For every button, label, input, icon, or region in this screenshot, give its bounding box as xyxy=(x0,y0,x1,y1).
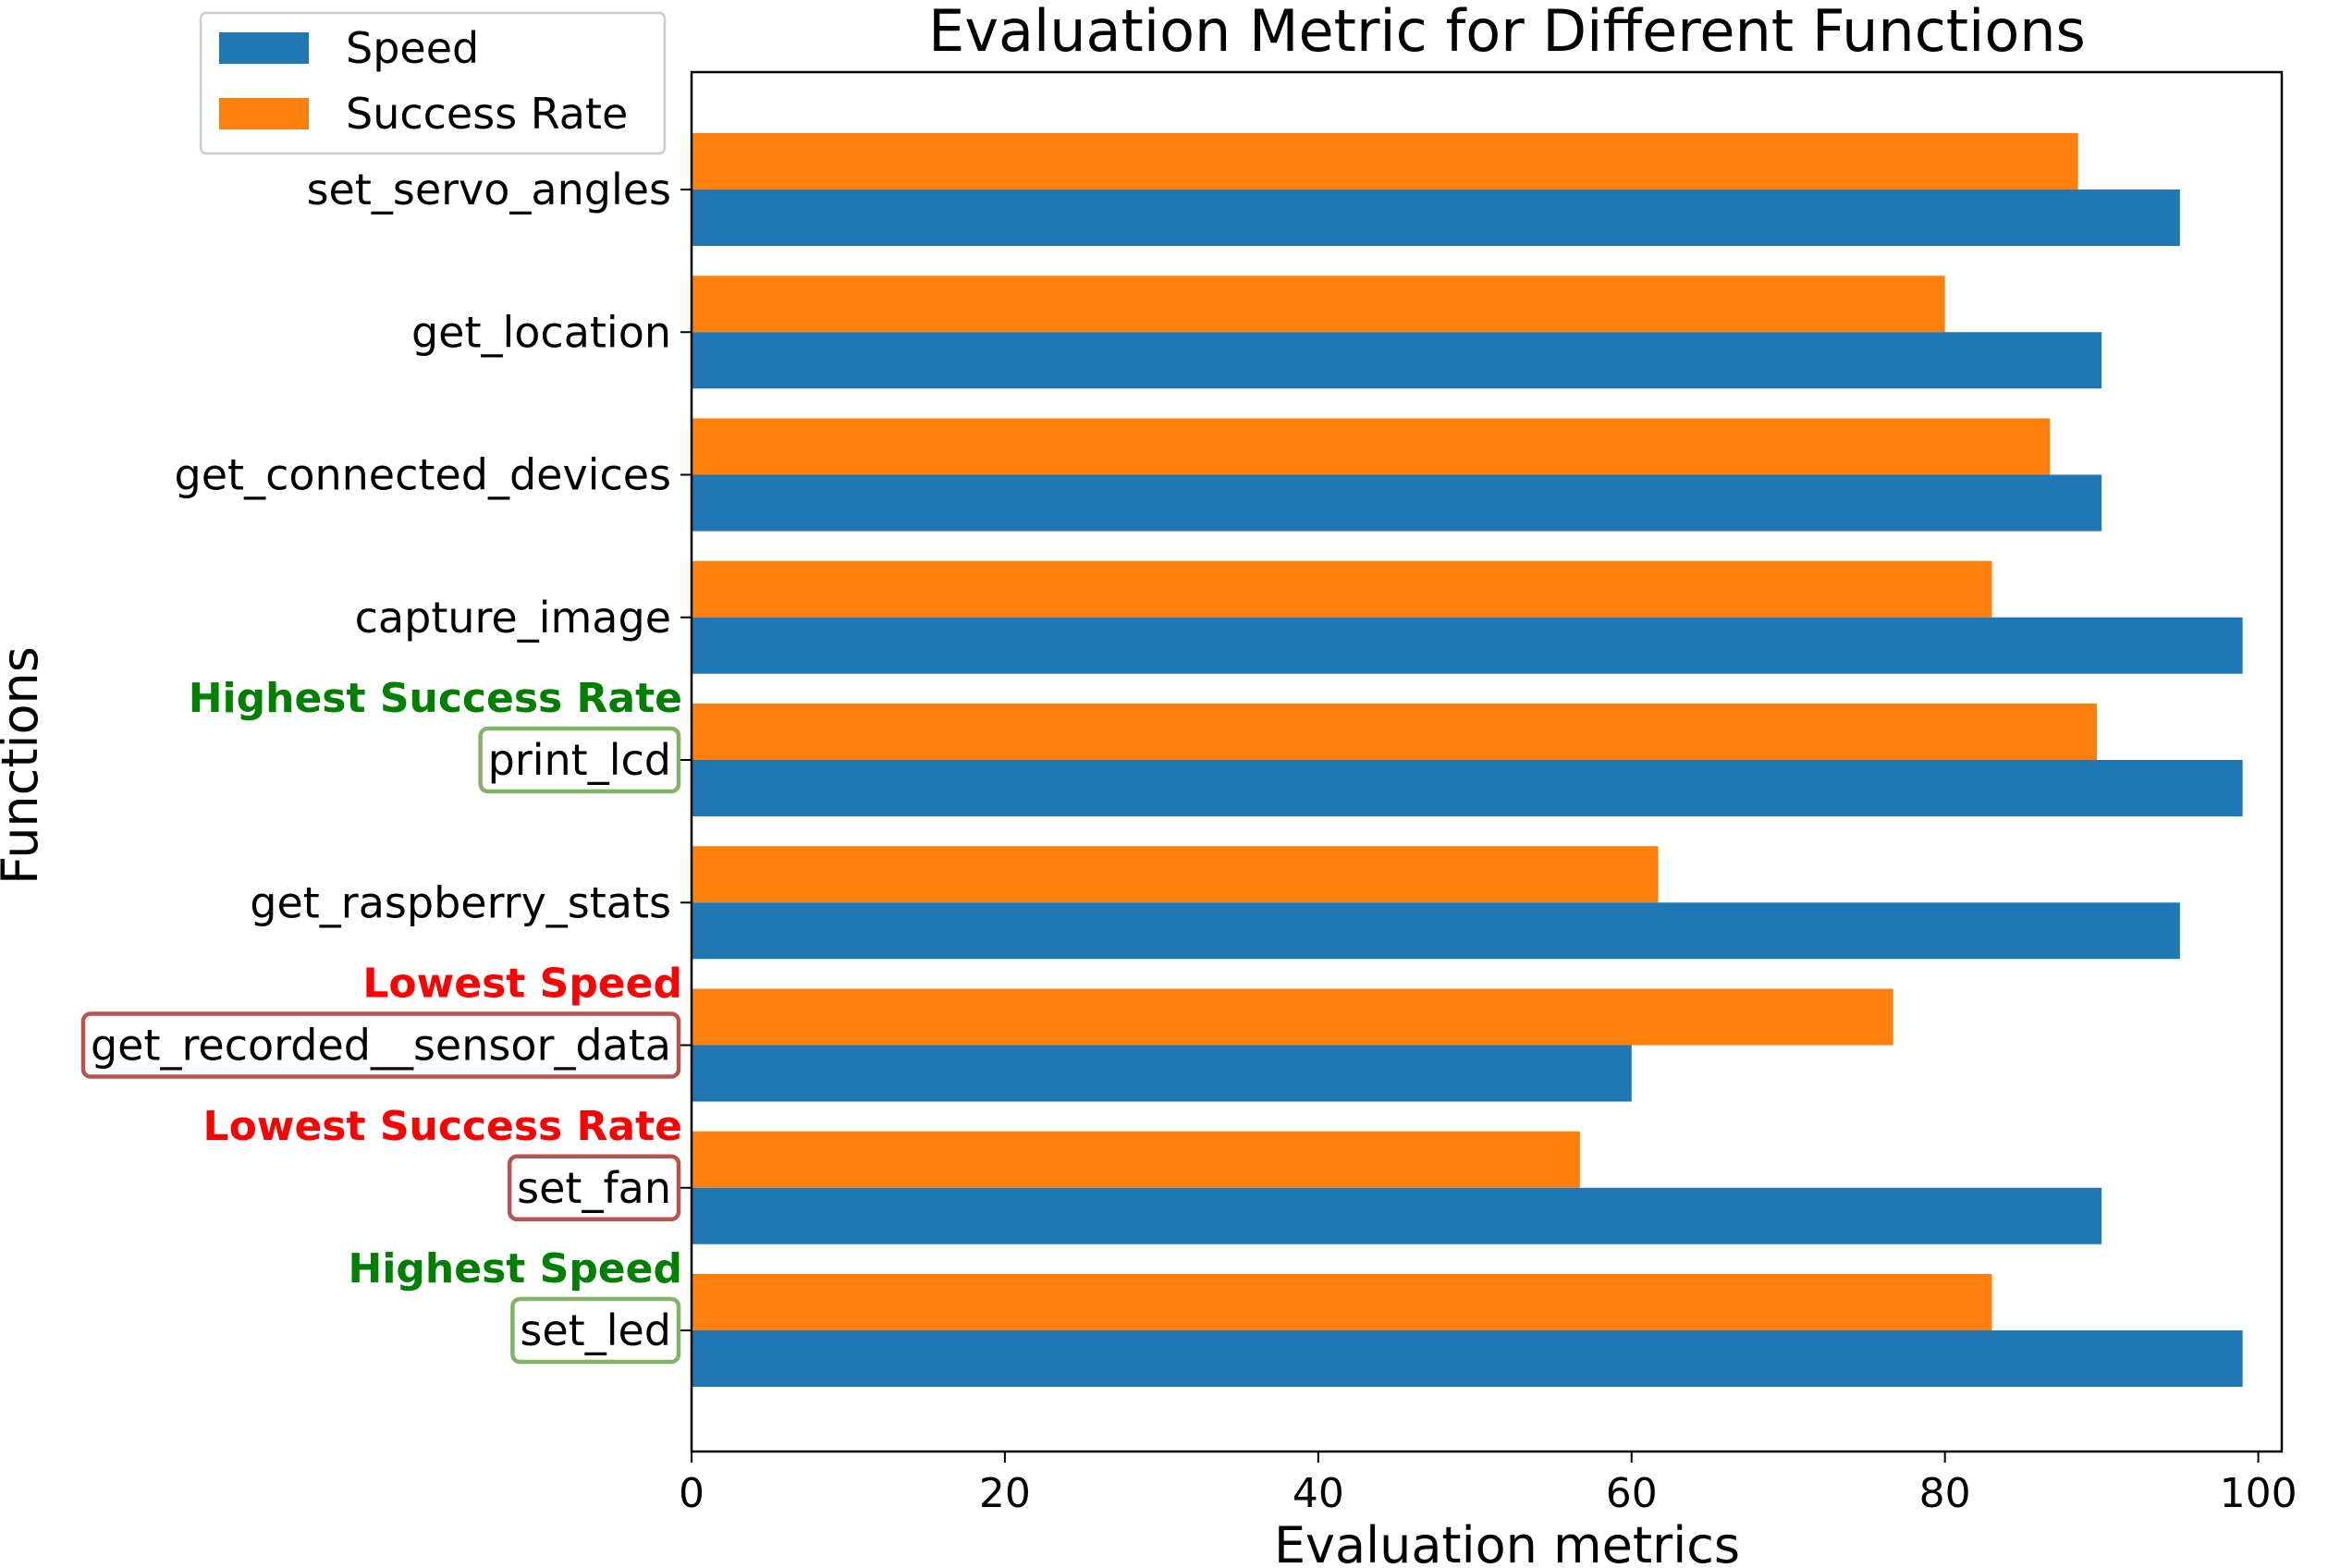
y-tick-label-capture-image: capture_image xyxy=(355,593,671,643)
bar-speed-get-recorded-sensor-data xyxy=(692,1045,1632,1102)
bar-success-rate-get-recorded-sensor-data xyxy=(692,988,1893,1046)
y-tick-label-get-connected-devices: get_connected_devices xyxy=(175,450,671,500)
y-ticks-group: set_servo_angles get_location get_connecte… xyxy=(91,165,692,1355)
legend-frame xyxy=(199,11,667,155)
y-tick-label-get-location: get_location xyxy=(411,307,671,357)
bar-speed-set-fan xyxy=(692,1187,2102,1244)
y-axis-label: Functions xyxy=(0,646,49,885)
annotation-lowest-speed: Lowest Speed xyxy=(362,961,682,1008)
annotation-highest-success-rate: Highest Success Rate xyxy=(189,675,682,722)
x-tick-label-20: 20 xyxy=(979,1470,1031,1517)
y-tick-label-get-raspberry-stats: get_raspberry_stats xyxy=(250,877,671,927)
y-tick-label-set-fan: set_fan xyxy=(517,1163,671,1213)
chart-title: Evaluation Metric for Different Function… xyxy=(928,0,2086,65)
x-axis-label: Evaluation metrics xyxy=(1274,1516,1740,1568)
legend-swatch-speed xyxy=(219,32,309,64)
legend-swatch-success-rate xyxy=(219,98,309,129)
plot-frame xyxy=(690,70,2284,1453)
x-tick-label-80: 80 xyxy=(1919,1470,1971,1517)
bar-speed-get-connected-devices xyxy=(692,474,2102,532)
x-ticks-group: 0 20 40 60 80 100 xyxy=(679,1452,2297,1517)
legend: Speed Success Rate xyxy=(199,11,667,155)
y-tick-label-print-lcd: print_lcd xyxy=(488,735,671,785)
bar-speed-capture-image xyxy=(692,617,2243,674)
y-tick-label-set-led: set_led xyxy=(520,1305,671,1355)
bar-success-rate-get-raspberry-stats xyxy=(692,846,1659,903)
bar-speed-get-location xyxy=(692,332,2102,389)
y-tick-label-set-servo-angles: set_servo_angles xyxy=(307,165,671,214)
highlight-box-get-recorded-sensor-data xyxy=(80,1011,681,1079)
x-tick-label-40: 40 xyxy=(1293,1470,1344,1517)
x-tick-label-0: 0 xyxy=(679,1470,705,1517)
bar-success-rate-get-connected-devices xyxy=(692,418,2051,475)
annotation-highest-speed: Highest Speed xyxy=(349,1245,682,1292)
legend-label-success-rate: Success Rate xyxy=(346,89,628,139)
bar-success-rate-print-lcd xyxy=(692,704,2098,760)
x-tick-label-100: 100 xyxy=(2220,1470,2297,1517)
y-tick-label-get-recorded-sensor-data: get_recorded__sensor_data xyxy=(91,1021,671,1071)
axes-group xyxy=(690,70,2284,1453)
legend-label-speed: Speed xyxy=(346,23,479,73)
bar-success-rate-set-servo-angles xyxy=(692,133,2078,190)
bar-speed-set-led xyxy=(692,1330,2243,1387)
bar-speed-get-raspberry-stats xyxy=(692,902,2180,960)
annotation-lowest-success-rate: Lowest Success Rate xyxy=(203,1103,682,1150)
bars-group xyxy=(692,133,2243,1387)
annotations-group: Highest Success Rate Lowest Speed Lowest S… xyxy=(80,675,682,1365)
bar-success-rate-set-led xyxy=(692,1274,1992,1330)
highlight-box-set-fan xyxy=(507,1154,681,1221)
bar-speed-print-lcd xyxy=(692,760,2243,816)
bar-success-rate-set-fan xyxy=(692,1131,1580,1188)
bar-success-rate-capture-image xyxy=(692,560,1992,618)
highlight-box-set-led xyxy=(510,1296,681,1365)
highlight-box-print-lcd xyxy=(478,726,681,794)
bar-success-rate-get-location xyxy=(692,276,1945,333)
x-tick-label-60: 60 xyxy=(1606,1470,1658,1517)
bar-speed-set-servo-angles xyxy=(692,190,2180,246)
